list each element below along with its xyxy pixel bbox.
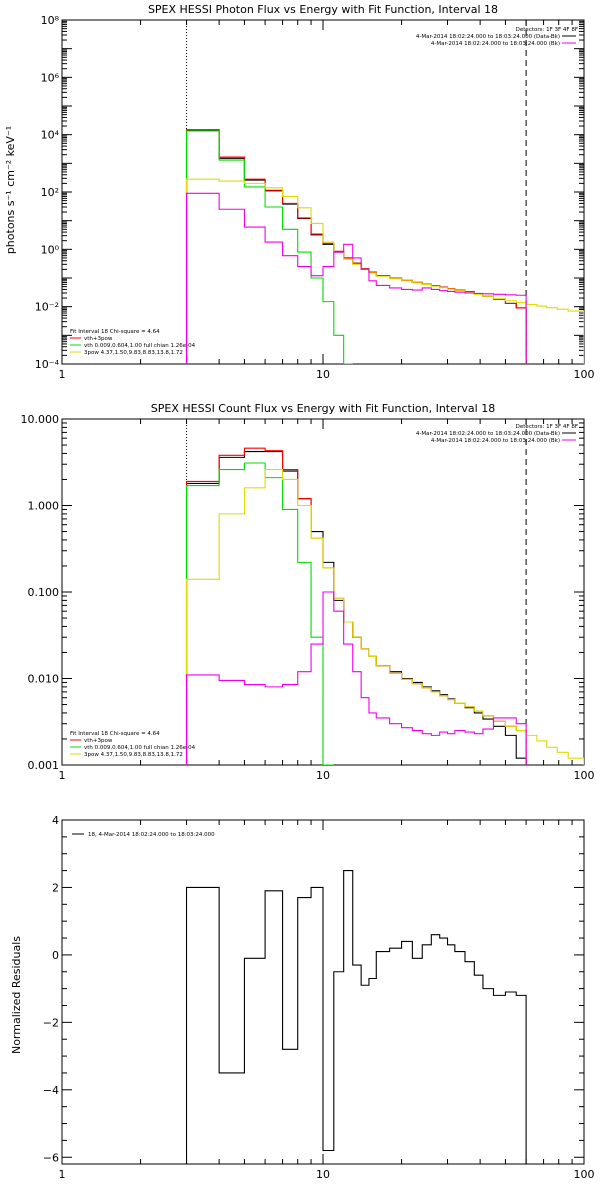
panel2-series-group [185,447,584,765]
count-flux-panel: SPEX HESSI Count Flux vs Energy with Fit… [70,402,578,758]
panel2-ytick-label-0: 0.001 [28,759,60,772]
panel1-fit-entry-1: vth 0.009,0.604,1.00 full chian 1.26e-04 [84,343,196,349]
panel3-ylabel: Normalized Residuals [10,936,23,1054]
panel1-legend-header: Detectors: 1F 3F 4F 8F [516,27,578,33]
panel3-ytick-label-4: 2 [52,881,59,894]
panel1-fit-entry-2: 3pow 4.37,1.50,9.83,8.83,13.8,1.72 [84,350,183,356]
panel2-ytick-label-4: 10.000 [21,413,60,426]
panel1-title: SPEX HESSI Photon Flux vs Energy with Fi… [148,3,498,16]
photon-flux-panel: SPEX HESSI Photon Flux vs Energy with Fi… [4,3,578,356]
panel2-xtick-label-2: 100 [574,769,595,782]
panel3-series-data [185,870,527,1164]
panel1-ytick-label-0: 10⁻⁴ [35,358,60,371]
panel1-xtick-label-1: 10 [316,368,330,381]
panel1-fit-entry-0: vth+3pow [84,336,113,342]
panel2-xtick-label-0: 1 [59,769,66,782]
panel1-ylabel: photons s⁻¹ cm⁻² keV⁻¹ [4,126,17,254]
panel3-xtick-label-1: 10 [316,1168,330,1181]
panel3-series-group [185,870,527,1164]
panel3-ytick-label-0: −6 [43,1151,59,1164]
panel1-plot-area: 1 10 100 10⁻⁴ 10⁻² 10⁰ 10² 10⁴ 10⁶ 10⁸ [35,14,595,381]
panel3-ytick-label-2: −2 [43,1016,59,1029]
panel2-plot-area: 1 10 100 0.001 0.010 0.100 1.000 10.000 [21,413,595,782]
panel3-xtick-label-2: 100 [574,1168,595,1181]
panel1-ytick-label-3: 10² [41,186,59,199]
panel2-series-pow [185,469,584,765]
panel1-series-bk [185,192,527,364]
panel1-ytick-label-5: 10⁶ [41,71,60,84]
panel1-series-vth [185,130,353,364]
panel1-ytick-label-4: 10⁴ [41,129,60,142]
panel2-series-bk [185,591,527,765]
panel3-xtick-label-0: 1 [59,1168,66,1181]
panel3-ytick-label-1: −4 [43,1084,59,1097]
panel2-legend-entry-0: 4-Mar-2014 18:02:24.000 to 18:03:24.000 … [416,431,560,437]
panel2-ytick-label-1: 0.010 [28,673,60,686]
panel2-fit-header: Fit Interval 18 Chi-square = 4.64 [70,731,160,737]
panel2-legend-header: Detectors: 1F 3F 4F 8F [516,424,578,430]
panel1-xtick-label-2: 100 [574,368,595,381]
panel2-title: SPEX HESSI Count Flux vs Energy with Fit… [151,402,495,415]
panel1-legend-entry-0: 4-Mar-2014 18:02:24.000 to 18:03:24.000 … [416,34,560,40]
panel2-xtick-label-1: 10 [316,769,330,782]
panel1-legend-entry-1: 4-Mar-2014 18:02:24.000 to 18:03:24.000 … [431,41,560,47]
panel2-legend-entry-1: 4-Mar-2014 18:02:24.000 to 18:03:24.000 … [431,438,560,444]
panel3-ytick-label-5: 4 [52,814,59,827]
panel1-xtick-label-0: 1 [59,368,66,381]
panel1-ytick-label-2: 10⁰ [41,243,60,256]
panel2-fit-entry-2: 3pow 4.37,1.50,9.83,8.83,13.8,1.72 [84,752,183,758]
panel2-ytick-label-2: 0.100 [28,586,60,599]
panel1-ytick-label-1: 10⁻² [35,301,59,314]
panel2-fit-entry-0: vth+3pow [84,738,113,744]
panel1-fit-header: Fit Interval 18 Chi-square = 4.64 [70,329,160,335]
panel2-fit-entry-1: vth 0.009,0.604,1.00 full chian 1.26e-04 [84,745,196,751]
panel1-series-group [185,129,584,364]
panel1-series-pow [185,178,584,364]
residuals-panel: Normalized Residuals 18, 4-Mar-2014 18:0… [10,832,215,1054]
panel1-ytick-label-6: 10⁸ [41,14,60,27]
panel3-legend-entry-0: 18, 4-Mar-2014 18:02:24.000 to 18:03:24.… [88,832,215,838]
panel2-ytick-label-3: 1.000 [28,500,60,513]
panel3-ytick-label-3: 0 [52,949,59,962]
panel3-plot-area: 1 10 100 −6 −4 −2 0 2 4 [43,814,595,1181]
